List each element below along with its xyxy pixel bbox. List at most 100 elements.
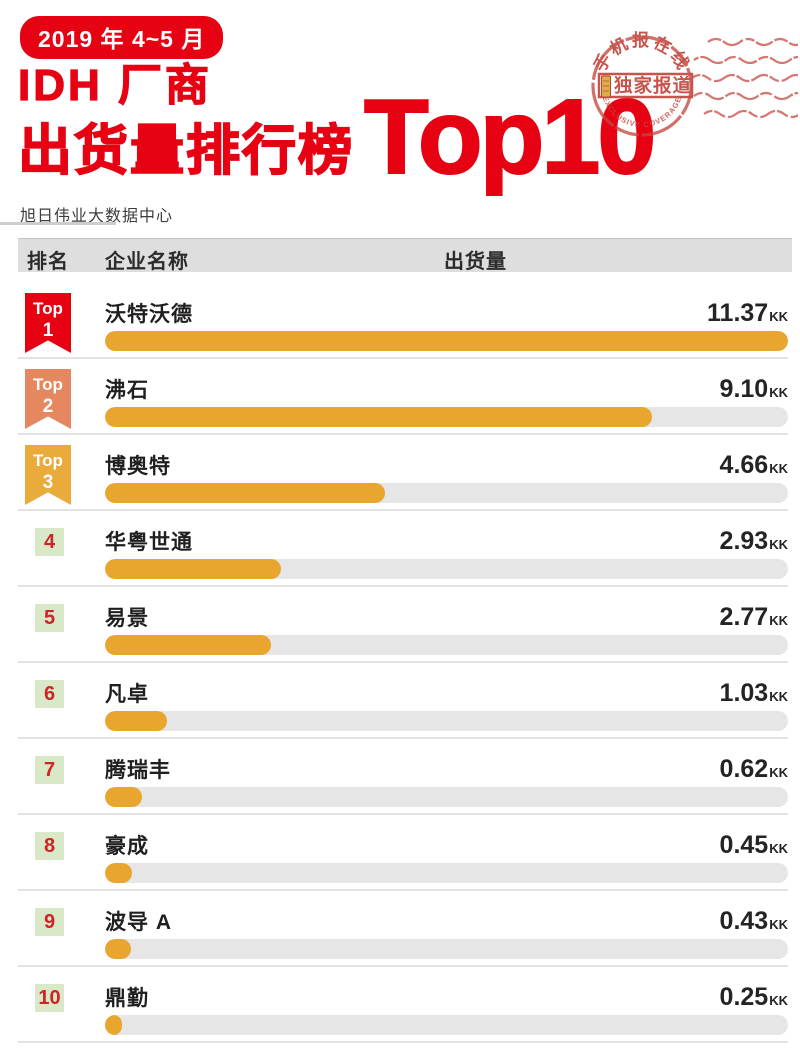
rank-cell: Top 2 — [18, 369, 105, 429]
shipment-value: 0.62KK — [720, 755, 788, 784]
company-name: 豪成 — [105, 835, 149, 858]
rank-cell: Top 3 — [18, 445, 105, 505]
table-row: Top 5 易景 2.77KK — [18, 587, 788, 663]
table-row: Top 3 博奥特 4.66KK — [18, 435, 788, 511]
bar-fill — [105, 939, 131, 959]
bar-fill — [105, 559, 281, 579]
title-top10: Top10 — [363, 78, 657, 196]
shipment-value: 9.10KK — [720, 375, 788, 404]
rank-cell: Top 7 — [18, 752, 105, 784]
rank-badge: Top 2 — [25, 369, 71, 429]
shipment-unit: KK — [769, 613, 788, 628]
rank-badge: Top 10 — [35, 984, 64, 1012]
stamp-center-text: 独家报道 — [614, 75, 692, 96]
row-main: 华粤世通 2.93KK — [105, 524, 788, 579]
row-main: 易景 2.77KK — [105, 600, 788, 655]
bar-fill — [105, 635, 272, 655]
row-main: 博奥特 4.66KK — [105, 448, 788, 503]
shipment-value: 1.03KK — [720, 679, 788, 708]
rank-number: 4 — [43, 531, 56, 553]
ranking-rows: Top 1 沃特沃德 11.37KK Top 2 — [18, 272, 788, 1043]
table-row: Top 9 波导 A 0.43KK — [18, 891, 788, 967]
rank-cell: Top 10 — [18, 980, 105, 1012]
shipment-number: 1.03 — [719, 679, 769, 707]
shipment-unit: KK — [769, 993, 788, 1008]
shipment-unit: KK — [769, 689, 788, 704]
shipment-number: 11.37 — [707, 299, 769, 327]
row-main: 沸石 9.10KK — [105, 372, 788, 427]
bar-track — [105, 407, 788, 427]
bar-track — [105, 331, 788, 351]
shipment-number: 0.62 — [719, 755, 769, 783]
shipment-number: 0.43 — [719, 907, 769, 935]
shipment-unit: KK — [769, 461, 788, 476]
company-name: 易景 — [105, 607, 149, 630]
rank-cell: Top 8 — [18, 828, 105, 860]
date-badge: 2019 年 4~5 月 — [20, 16, 224, 59]
shipment-number: 0.25 — [719, 983, 769, 1011]
bar-track — [105, 863, 788, 883]
shipment-value: 0.43KK — [720, 907, 788, 936]
shipment-number: 2.77 — [719, 603, 769, 631]
rank-number: 2 — [42, 396, 54, 417]
header: 2019 年 4~5 月 IDH 厂商 出货量排行榜 Top10 旭日伟业大数据… — [0, 0, 800, 238]
rank-cell: Top 1 — [18, 293, 105, 353]
rank-prefix-label: Top — [33, 299, 63, 318]
postmark-wavy-lines-icon — [691, 37, 798, 119]
rank-number: 5 — [43, 607, 56, 629]
row-main: 腾瑞丰 0.62KK — [105, 752, 788, 807]
bar-fill — [105, 483, 385, 503]
row-main: 波导 A 0.43KK — [105, 904, 788, 959]
row-main: 凡卓 1.03KK — [105, 676, 788, 731]
bar-track — [105, 559, 788, 579]
company-name: 波导 A — [105, 911, 172, 934]
bar-track — [105, 787, 788, 807]
table-header: 排名 企业名称 出货量 — [18, 238, 792, 273]
row-main: 豪成 0.45KK — [105, 828, 788, 883]
rank-prefix-label: Top — [33, 451, 63, 470]
company-name: 华粤世通 — [105, 531, 193, 554]
divider-dash — [0, 222, 116, 225]
shipment-value: 4.66KK — [720, 451, 788, 480]
shipment-value: 2.77KK — [720, 603, 788, 632]
shipment-unit: KK — [769, 765, 788, 780]
page-title-line2: 出货量排行榜 — [17, 120, 354, 182]
bar-fill — [105, 1015, 122, 1035]
table-row: Top 10 鼎勤 0.25KK — [18, 967, 788, 1043]
shipment-number: 0.45 — [719, 831, 769, 859]
exclusive-report-stamp-icon: 手机报在线 EXCLUSIVE COVERAGE 独家报道 — [589, 30, 798, 137]
rank-badge: Top 9 — [35, 908, 64, 936]
row-main: 鼎勤 0.25KK — [105, 980, 788, 1035]
shipment-number: 9.10 — [719, 375, 769, 403]
rank-badge: Top 6 — [35, 680, 64, 708]
shipment-number: 4.66 — [719, 451, 769, 479]
rank-badge: Top 1 — [25, 293, 71, 353]
row-main: 沃特沃德 11.37KK — [105, 296, 788, 351]
shipment-unit: KK — [769, 841, 788, 856]
rank-badge: Top 8 — [35, 832, 64, 860]
shipment-value: 0.25KK — [720, 983, 788, 1012]
bar-fill — [105, 331, 788, 351]
bar-track — [105, 939, 788, 959]
table-row: Top 8 豪成 0.45KK — [18, 815, 788, 891]
shipment-value: 0.45KK — [720, 831, 788, 860]
bar-fill — [105, 863, 133, 883]
rank-number: 7 — [43, 759, 56, 781]
company-name: 沸石 — [105, 379, 149, 402]
table-row: Top 7 腾瑞丰 0.62KK — [18, 739, 788, 815]
bar-track — [105, 711, 788, 731]
column-header-company: 企业名称 — [105, 251, 189, 273]
company-name: 腾瑞丰 — [105, 759, 171, 782]
stamp-arc-top-text: 手机报在线 — [589, 30, 691, 75]
rank-prefix-label: Top — [33, 375, 63, 394]
data-source-label: 旭日伟业大数据中心 — [20, 208, 174, 225]
company-name: 凡卓 — [105, 683, 149, 706]
table-row: Top 1 沃特沃德 11.37KK — [18, 272, 788, 359]
column-header-rank: 排名 — [27, 251, 69, 273]
bar-fill — [105, 787, 143, 807]
rank-badge: Top 4 — [35, 528, 64, 556]
rank-cell: Top 9 — [18, 904, 105, 936]
rank-cell: Top 6 — [18, 676, 105, 708]
rank-cell: Top 4 — [18, 524, 105, 556]
